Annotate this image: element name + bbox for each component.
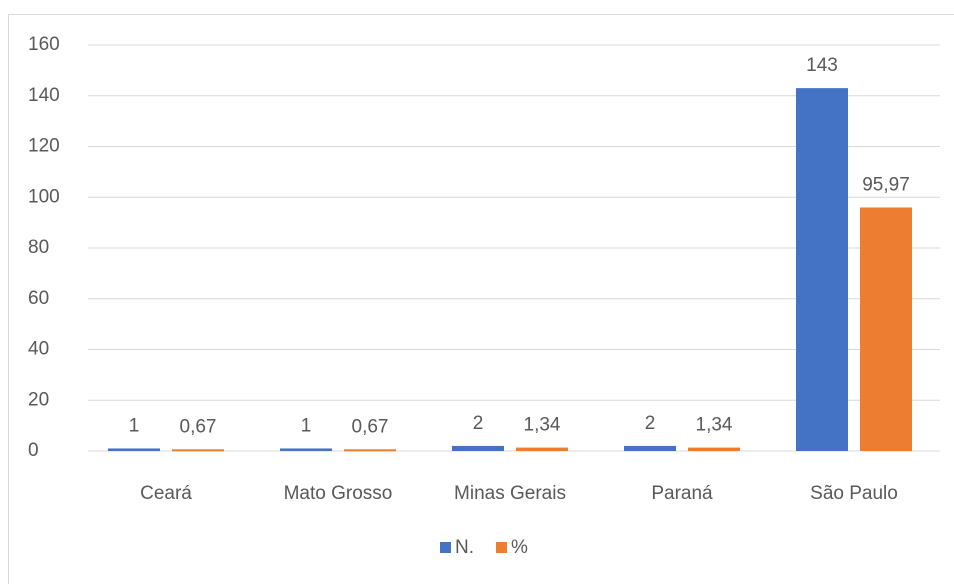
data-label: 0,67 — [352, 416, 389, 437]
bar — [108, 448, 160, 451]
x-tick-label: São Paulo — [810, 483, 898, 504]
bar — [280, 448, 332, 451]
bar — [860, 207, 912, 451]
bar — [172, 449, 224, 452]
x-tick-label: Minas Gerais — [454, 483, 566, 504]
chart-border — [8, 14, 954, 584]
legend-swatch — [440, 542, 451, 553]
data-label: 0,67 — [180, 416, 217, 437]
y-tick-label: 60 — [28, 288, 49, 309]
data-label: 2 — [473, 413, 484, 434]
x-tick-label: Ceará — [140, 483, 192, 504]
bar — [344, 449, 396, 452]
x-tick-label: Paraná — [651, 483, 713, 504]
y-tick-label: 140 — [28, 85, 60, 106]
legend-swatch — [496, 542, 507, 553]
data-label: 1,34 — [696, 415, 733, 436]
bar — [516, 447, 568, 451]
y-tick-label: 40 — [28, 339, 49, 360]
y-tick-label: 80 — [28, 237, 49, 258]
data-label: 1 — [129, 415, 140, 436]
bar — [796, 88, 848, 451]
y-tick-label: 0 — [28, 440, 39, 461]
data-label: 2 — [645, 413, 656, 434]
bar — [452, 445, 504, 451]
bar — [688, 447, 740, 451]
y-tick-label: 120 — [28, 136, 60, 157]
x-tick-label: Mato Grosso — [284, 483, 393, 504]
data-label: 95,97 — [862, 174, 910, 195]
data-label: 1,34 — [524, 415, 561, 436]
data-label: 1 — [301, 415, 312, 436]
y-tick-label: 100 — [28, 186, 60, 207]
y-tick-label: 160 — [28, 34, 60, 55]
bar — [624, 445, 676, 451]
legend-label: % — [511, 537, 528, 558]
y-tick-label: 20 — [28, 389, 49, 410]
legend-label: N. — [455, 537, 474, 558]
data-label: 143 — [806, 55, 838, 76]
